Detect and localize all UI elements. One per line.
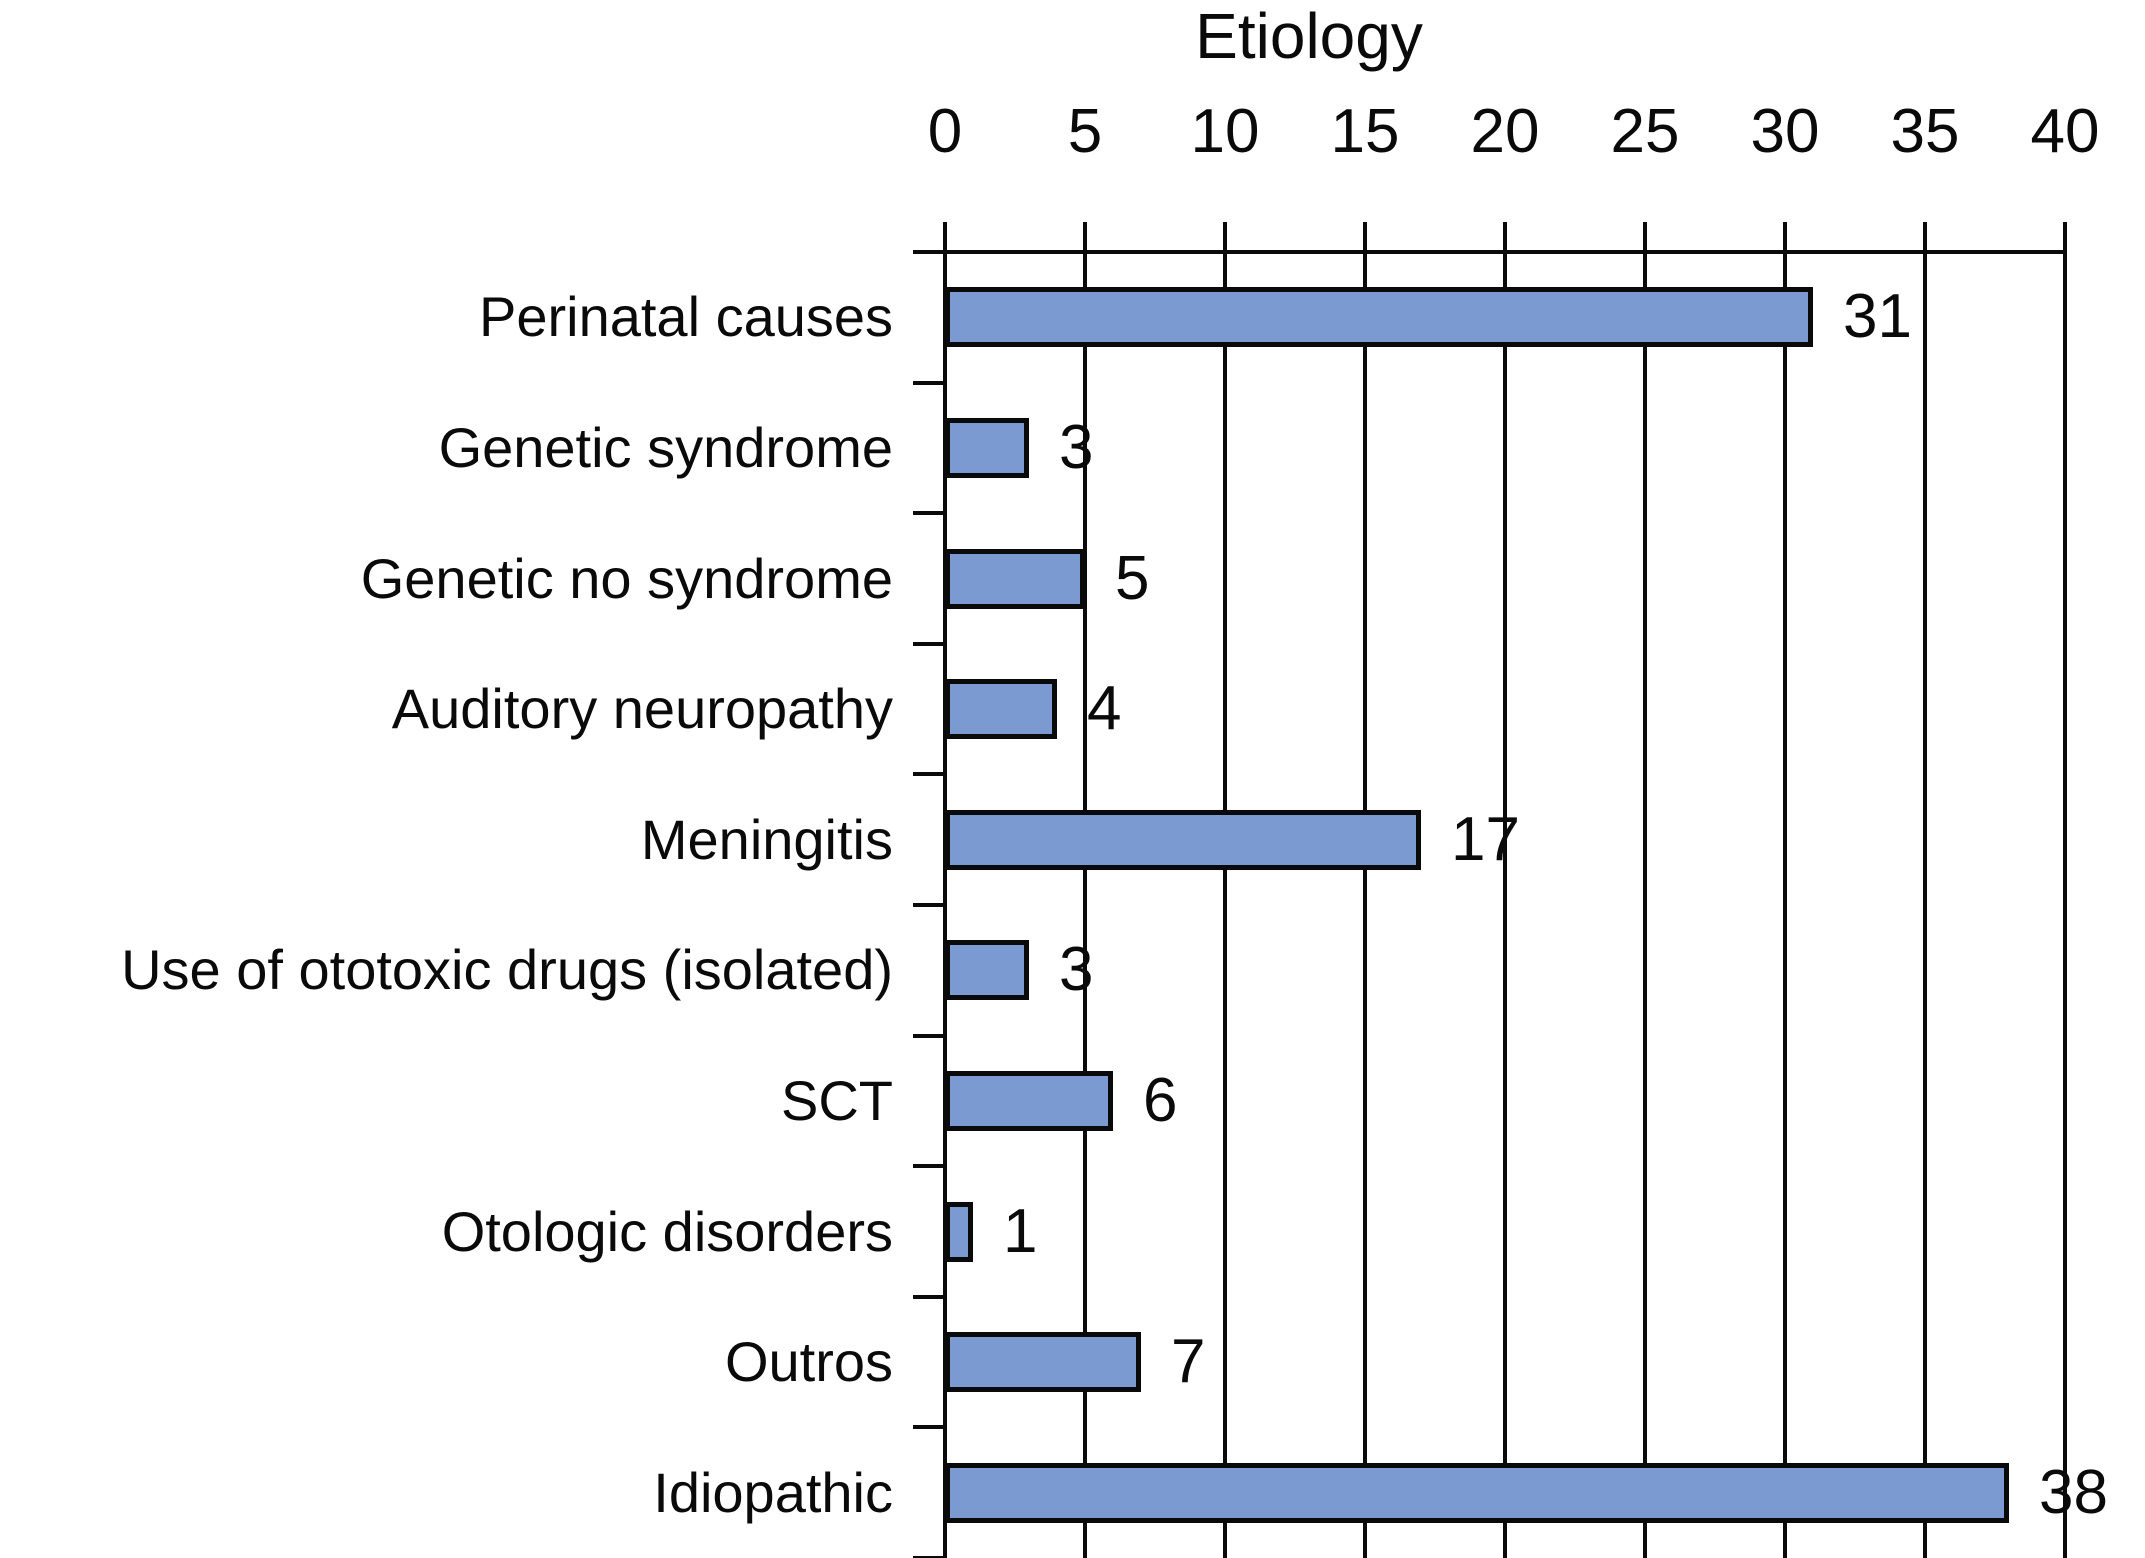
bar (945, 1070, 1113, 1131)
value-label: 31 (1843, 282, 1912, 352)
axis-tick (1083, 222, 1087, 252)
bar (945, 287, 1813, 348)
bar (945, 679, 1057, 740)
value-label: 3 (1059, 412, 1094, 482)
category-label: Genetic syndrome (438, 415, 893, 479)
value-label: 3 (1059, 935, 1094, 1005)
gridline (2063, 252, 2067, 1558)
axis-tick (913, 1033, 945, 1038)
bar (945, 940, 1029, 1001)
x-axis-tick-label: 5 (1067, 97, 1103, 166)
category-label: Idiopathic (653, 1460, 893, 1524)
bar (945, 809, 1421, 870)
axis-tick (2063, 222, 2067, 252)
gridline (1643, 252, 1647, 1558)
axis-tick (1923, 222, 1927, 252)
category-label: Perinatal causes (478, 285, 893, 349)
axis-tick (913, 1294, 945, 1299)
category-label: Genetic no syndrome (360, 546, 893, 610)
x-axis-tick-label: 30 (1750, 97, 1820, 166)
bar (945, 1462, 2009, 1523)
category-label: Use of ototoxic drugs (isolated) (121, 938, 893, 1002)
value-label: 17 (1451, 804, 1520, 874)
axis-tick (943, 222, 947, 252)
value-label: 5 (1115, 543, 1150, 613)
chart-title: Etiology (1195, 0, 1423, 72)
gridline (1223, 252, 1227, 1558)
x-axis-tick-label: 25 (1610, 97, 1680, 166)
x-axis-tick-label: 20 (1470, 97, 1540, 166)
axis-tick (1503, 222, 1507, 252)
value-label: 38 (2039, 1457, 2108, 1527)
x-axis-tick-label: 35 (1890, 97, 1960, 166)
bar (945, 548, 1085, 609)
plot-area: 31 3 5 4 17 3 6 1 7 38 (913, 222, 2108, 1558)
value-label: 7 (1171, 1327, 1206, 1397)
category-label: Auditory neuropathy (391, 677, 893, 741)
axis-tick (1643, 222, 1647, 252)
axis-tick (913, 250, 945, 254)
axis-tick (1783, 222, 1787, 252)
gridline (1083, 252, 1087, 1558)
category-label: SCT (781, 1068, 893, 1132)
value-label: 6 (1143, 1065, 1178, 1135)
gridline (1923, 252, 1927, 1558)
gridline (943, 252, 947, 1558)
category-label: Meningitis (640, 807, 893, 871)
axis-tick (913, 380, 945, 385)
axis-tick (913, 1164, 945, 1169)
axis-tick (913, 641, 945, 646)
axis-tick (913, 511, 945, 516)
axis-tick (913, 772, 945, 777)
bar (945, 1201, 973, 1262)
axis-tick (913, 1556, 945, 1558)
axis-tick (1363, 222, 1367, 252)
category-label: Otologic disorders (441, 1199, 893, 1263)
x-axis-tick-label: 10 (1190, 97, 1260, 166)
bar (945, 1332, 1141, 1393)
gridline (1783, 252, 1787, 1558)
axis-tick (913, 903, 945, 907)
gridline (1503, 252, 1507, 1558)
axis-tick (913, 1425, 945, 1430)
bar (945, 417, 1029, 478)
value-label: 4 (1087, 674, 1122, 744)
gridline (1363, 252, 1367, 1558)
x-axis-tick-label: 40 (2030, 97, 2100, 166)
x-axis-tick-label: 0 (927, 97, 963, 166)
axis-tick (1223, 222, 1227, 252)
category-label: Outros (724, 1330, 893, 1394)
value-label: 1 (1003, 1196, 1038, 1266)
x-axis-tick-label: 15 (1330, 97, 1400, 166)
